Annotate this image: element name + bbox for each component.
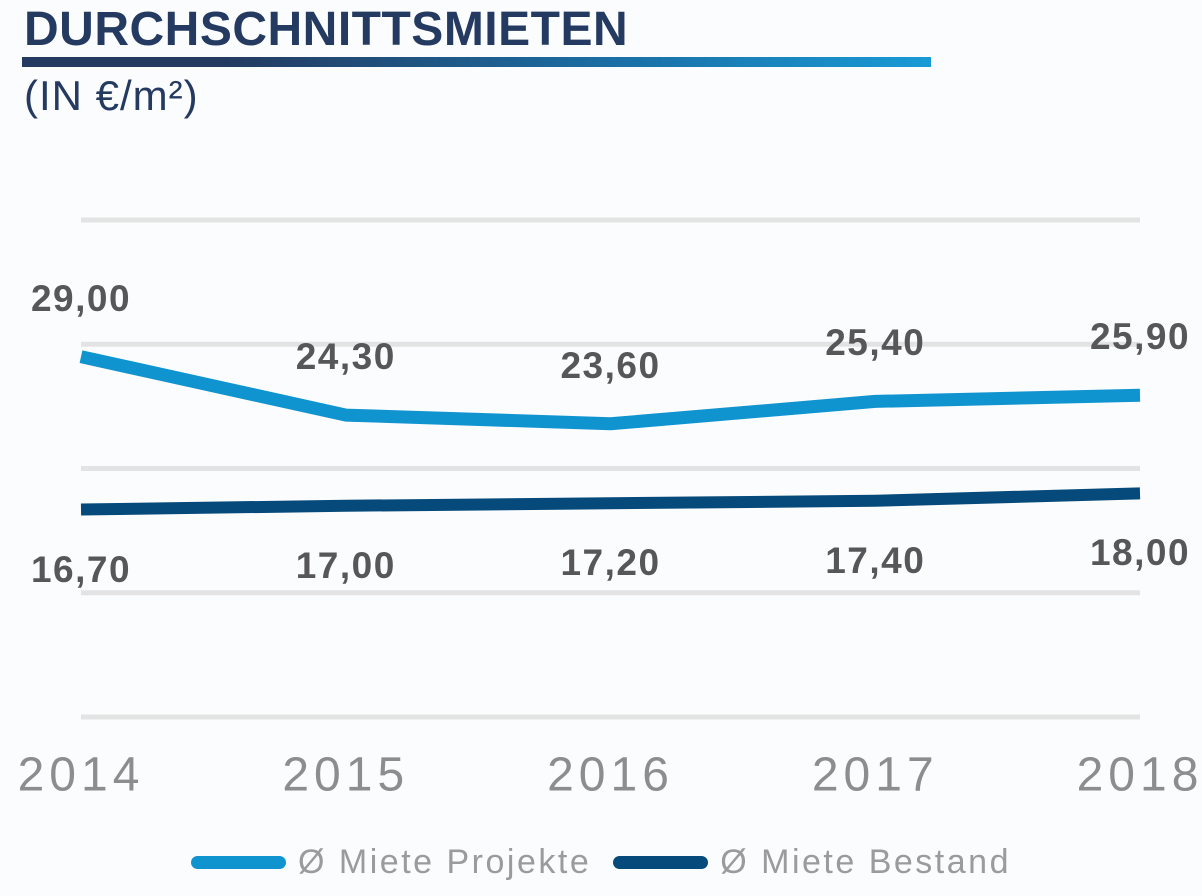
legend-item-bestand: Ø Miete Bestand [613,843,1011,882]
projekte-line [79,350,1141,431]
projekte-line-swatch [191,855,287,869]
bestand-line [80,487,1141,516]
title-underline [22,57,931,67]
chart-legend: Ø Miete Projekte Ø Miete Bestand [0,836,1202,888]
legend-label-projekte: Ø Miete Projekte [298,842,592,881]
chart-title: DURCHSCHNITTSMIETEN [24,3,629,56]
bestand-line-swatch [613,855,709,869]
legend-item-projekte: Ø Miete Projekte [191,843,591,882]
legend-label-bestand: Ø Miete Bestand [720,842,1011,881]
chart-subtitle: (IN €/m²) [24,72,199,119]
